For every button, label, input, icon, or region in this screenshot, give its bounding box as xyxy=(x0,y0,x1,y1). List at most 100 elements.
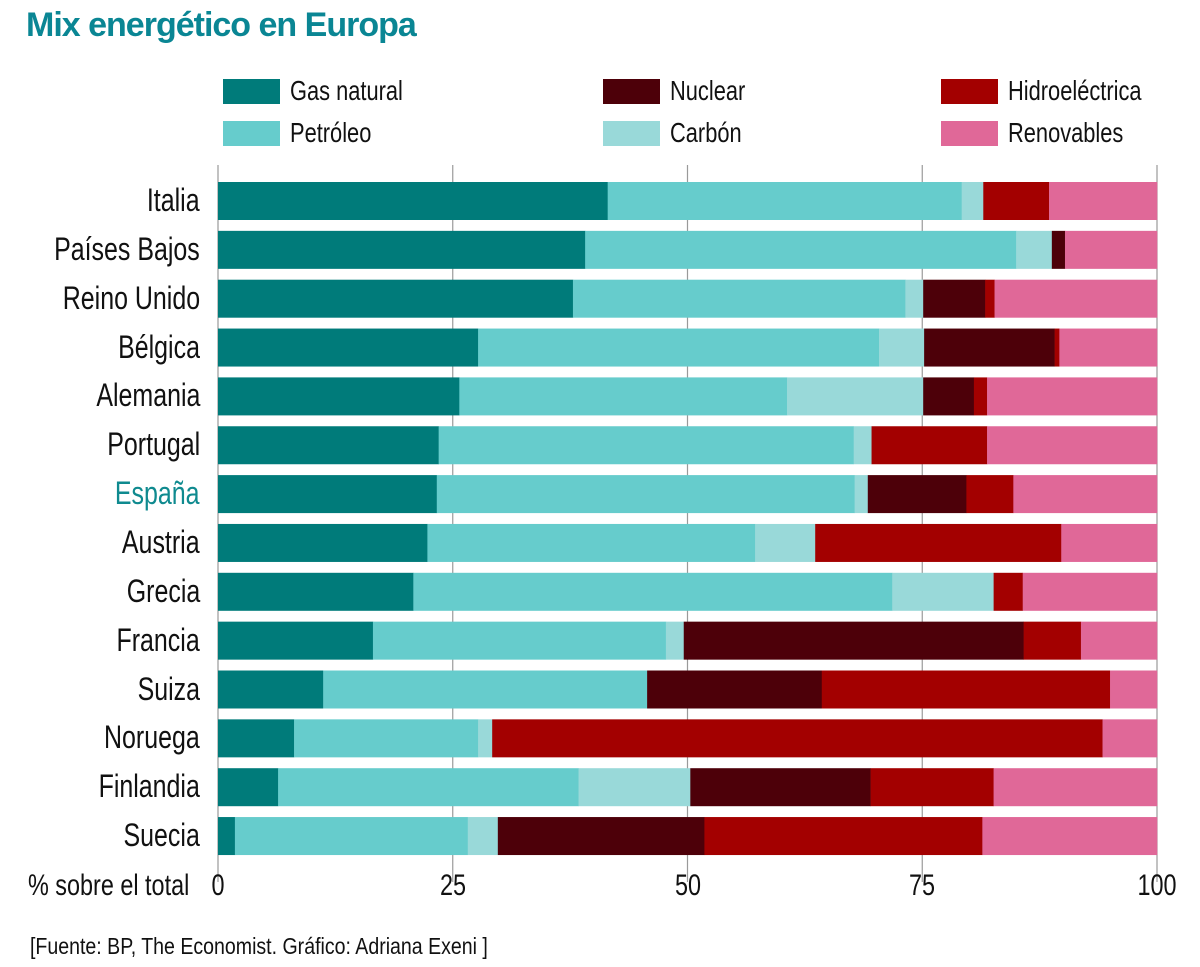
category-label: Alemania xyxy=(95,377,200,414)
category-label: Finlandia xyxy=(98,768,200,805)
bar-segment xyxy=(994,279,1158,318)
bar-segment xyxy=(1022,572,1158,611)
bar-segment xyxy=(218,426,439,465)
legend-swatch xyxy=(941,120,998,146)
bar-segment xyxy=(427,523,756,562)
category-label: Grecia xyxy=(126,572,200,609)
bar-segment xyxy=(218,670,324,709)
bar-segment xyxy=(438,426,855,465)
bar-segment xyxy=(459,377,788,416)
bar-segment xyxy=(905,279,924,318)
x-tick-label: 100 xyxy=(1137,869,1177,902)
x-tick-label: 50 xyxy=(674,869,701,902)
legend-swatch xyxy=(223,78,280,104)
bar-segment xyxy=(218,279,574,318)
legend-item-petroleo: Petróleo xyxy=(223,117,394,149)
bar-segment xyxy=(492,719,1103,758)
x-tick-label: 75 xyxy=(909,869,936,902)
bar-row xyxy=(218,572,1158,611)
bar-row xyxy=(218,279,1158,318)
bar-segment xyxy=(413,572,893,611)
bar-row xyxy=(218,426,1158,465)
bar-segment xyxy=(436,475,855,514)
bar-segment xyxy=(892,572,994,611)
bar-segment xyxy=(218,475,438,514)
bar-segment xyxy=(853,426,872,465)
bar-segment xyxy=(1016,230,1053,269)
category-label: Países Bajos xyxy=(54,230,200,267)
category-label: Suiza xyxy=(137,670,200,707)
bar-segment xyxy=(982,817,1158,856)
bar-segment xyxy=(690,768,871,807)
x-tick-label: 25 xyxy=(439,869,466,902)
bar-segment xyxy=(1061,523,1158,562)
bar-segment xyxy=(218,377,460,416)
bar-segment xyxy=(218,182,608,220)
legend-item-nuclear: Nuclear xyxy=(603,75,766,107)
bar-segment xyxy=(973,377,988,416)
bar-row xyxy=(218,719,1158,758)
category-label: Suecia xyxy=(123,817,200,854)
legend-item-renovables: Renovables xyxy=(941,117,1156,149)
bar-segment xyxy=(218,817,236,856)
bar-segment xyxy=(218,328,479,367)
bar-segment xyxy=(871,426,988,465)
category-label: Bélgica xyxy=(118,328,200,365)
bar-segment xyxy=(294,719,479,758)
bar-segment xyxy=(218,572,414,611)
bar-row xyxy=(218,475,1158,514)
bar-row xyxy=(218,621,1158,660)
bar-segment xyxy=(1051,230,1066,269)
bar-row xyxy=(218,328,1158,367)
bar-segment xyxy=(867,475,967,514)
bar-segment xyxy=(961,182,984,220)
legend-swatch xyxy=(941,78,998,104)
bar-segment xyxy=(647,670,823,709)
bar-segment xyxy=(966,475,1014,514)
category-label: Noruega xyxy=(104,719,200,756)
bar-segment xyxy=(983,182,1050,220)
bar-row xyxy=(218,768,1158,807)
bar-segment xyxy=(1059,328,1158,367)
bar-row xyxy=(218,182,1158,220)
legend: Gas natural Petróleo Carbón Nuclear Hidr… xyxy=(0,0,1200,160)
x-axis-label: % sobre el total xyxy=(28,869,190,902)
category-label: España xyxy=(115,475,200,512)
bar-segment xyxy=(234,817,469,856)
bar-segment xyxy=(665,621,685,660)
source-credit: [Fuente: BP, The Economist. Gráfico: Adr… xyxy=(30,933,488,959)
x-tick-label: 0 xyxy=(211,869,225,902)
bar-segment xyxy=(1064,230,1158,269)
legend-swatch xyxy=(223,120,280,146)
bar-segment xyxy=(987,377,1158,416)
bar-segment xyxy=(218,621,374,660)
bar-segment xyxy=(815,523,1062,562)
legend-label: Gas natural xyxy=(290,75,403,106)
bar-segment xyxy=(987,426,1158,465)
bar-segment xyxy=(985,279,995,318)
bar-row xyxy=(218,523,1158,562)
legend-label: Nuclear xyxy=(670,75,746,106)
bar-segment xyxy=(372,621,667,660)
bar-segment xyxy=(1080,621,1158,660)
bar-segment xyxy=(218,523,428,562)
bar-row xyxy=(218,670,1158,709)
legend-item-hidroelectrica: Hidroeléctrica xyxy=(941,75,1179,107)
category-label: Francia xyxy=(116,621,200,658)
bar-segment xyxy=(607,182,962,220)
bar-segment xyxy=(218,719,295,758)
bar-row xyxy=(218,230,1158,269)
bar-segment xyxy=(218,768,279,807)
bar-segment xyxy=(683,621,1024,660)
legend-item-gas-natural: Gas natural xyxy=(223,75,435,107)
bar-segment xyxy=(923,377,975,416)
bar-segment xyxy=(854,475,869,514)
bar-segment xyxy=(870,768,994,807)
bar-segment xyxy=(578,768,691,807)
legend-label: Renovables xyxy=(1008,117,1124,148)
legend-label: Petróleo xyxy=(290,117,372,148)
bar-segment xyxy=(924,328,1055,367)
bar-segment xyxy=(879,328,925,367)
bar-segment xyxy=(755,523,816,562)
